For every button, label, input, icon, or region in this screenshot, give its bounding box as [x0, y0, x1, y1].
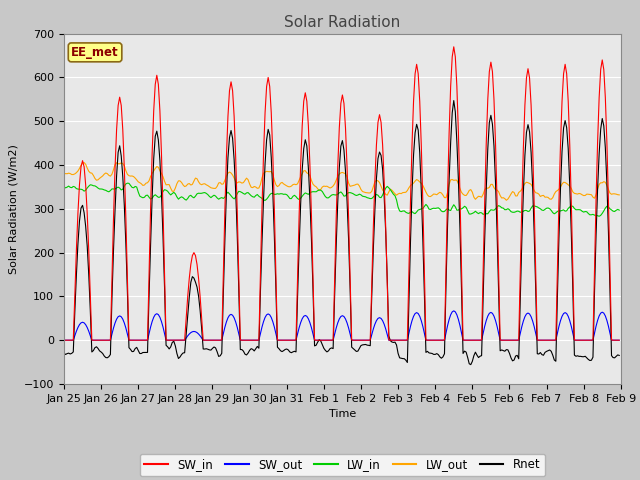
LW_in [130, 185, 138, 191]
LW_out [305, 171, 312, 177]
Rnet [60, 350, 68, 356]
Rnet [303, 143, 310, 149]
Rnet [450, 98, 458, 104]
Line: LW_out: LW_out [64, 163, 620, 200]
SW_in [226, 88, 234, 94]
SW_out [60, 337, 68, 343]
LW_in [60, 184, 68, 190]
Rnet [588, 358, 595, 363]
LW_in [586, 212, 594, 218]
Line: LW_in: LW_in [64, 183, 620, 216]
LW_out [80, 160, 88, 166]
SW_out [244, 337, 252, 343]
LW_in [246, 191, 253, 197]
LW_out [60, 171, 68, 177]
Legend: SW_in, SW_out, LW_in, LW_out, Rnet: SW_in, SW_out, LW_in, LW_out, Rnet [140, 454, 545, 476]
Y-axis label: Solar Radiation (W/m2): Solar Radiation (W/m2) [8, 144, 19, 274]
Title: Solar Radiation: Solar Radiation [284, 15, 401, 30]
SW_in [253, 337, 261, 343]
Rnet [244, 350, 252, 356]
SW_in [60, 337, 68, 343]
LW_in [305, 192, 312, 197]
Line: SW_out: SW_out [64, 311, 620, 340]
LW_out [130, 174, 138, 180]
LW_out [502, 197, 510, 203]
LW_in [595, 214, 603, 219]
Rnet [128, 349, 136, 355]
SW_in [303, 98, 310, 104]
LW_out [227, 170, 235, 176]
LW_out [588, 192, 595, 198]
SW_in [586, 337, 594, 343]
LW_in [124, 180, 131, 186]
Rnet [226, 134, 234, 140]
Rnet [467, 362, 475, 368]
LW_out [255, 185, 263, 191]
LW_in [616, 207, 623, 213]
SW_out [616, 337, 623, 343]
SW_out [128, 337, 136, 343]
SW_in [128, 337, 136, 343]
LW_out [616, 192, 623, 198]
LW_in [255, 193, 263, 199]
SW_out [586, 337, 594, 343]
Rnet [253, 344, 261, 349]
Rnet [616, 352, 623, 358]
SW_in [616, 337, 623, 343]
SW_in [244, 337, 252, 343]
SW_out [253, 337, 261, 343]
Text: EE_met: EE_met [71, 46, 119, 59]
SW_in [450, 44, 458, 50]
LW_out [246, 181, 253, 187]
X-axis label: Time: Time [329, 409, 356, 419]
SW_out [303, 313, 310, 319]
SW_out [226, 312, 234, 318]
Line: Rnet: Rnet [64, 101, 620, 365]
Line: SW_in: SW_in [64, 47, 620, 340]
SW_out [450, 308, 458, 314]
LW_in [227, 193, 235, 199]
